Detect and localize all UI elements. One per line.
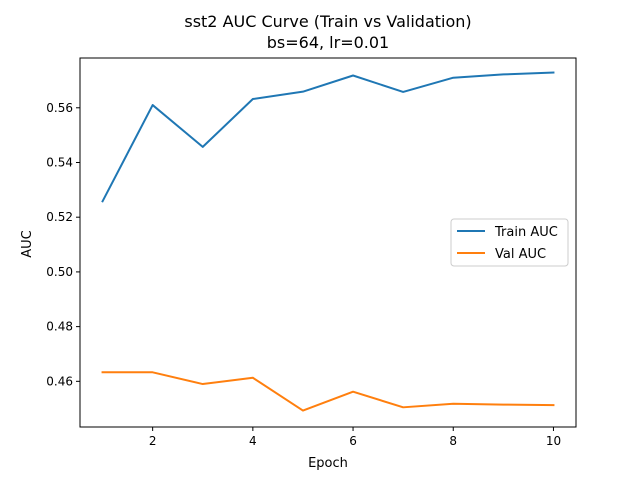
y-axis-label: AUC <box>20 230 35 258</box>
series-line-val-auc <box>101 371 555 412</box>
legend: Train AUC Val AUC <box>450 218 569 267</box>
x-tick-label: 4 <box>249 434 257 448</box>
plot-marks <box>101 71 555 412</box>
legend-label: Train AUC <box>494 225 558 240</box>
y-tick-label: 0.56 <box>46 101 73 115</box>
x-tick-label: 10 <box>546 434 561 448</box>
chart-title: sst2 AUC Curve (Train vs Validation) <box>184 12 471 31</box>
series-line-train-auc <box>101 71 555 203</box>
axis-ticks: 2 4 6 8 10 0.46 0.48 0.50 0.52 0.54 0.56 <box>46 101 561 448</box>
plot-frame <box>79 57 577 428</box>
x-axis-label: Epoch <box>308 456 348 471</box>
y-tick-label: 0.54 <box>46 155 73 169</box>
y-tick-label: 0.46 <box>46 374 73 388</box>
y-tick-label: 0.50 <box>46 265 73 279</box>
y-tick-label: 0.52 <box>46 210 73 224</box>
x-tick-label: 6 <box>349 434 357 448</box>
x-tick-label: 2 <box>149 434 157 448</box>
y-tick-label: 0.48 <box>46 320 73 334</box>
x-tick-label: 8 <box>449 434 457 448</box>
chart-subtitle: bs=64, lr=0.01 <box>267 33 389 52</box>
legend-label: Val AUC <box>495 247 546 262</box>
